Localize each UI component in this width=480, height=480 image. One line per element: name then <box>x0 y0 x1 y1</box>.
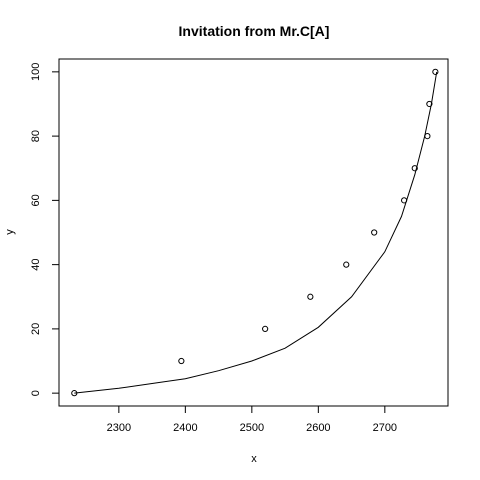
y-tick-label: 20 <box>30 323 42 335</box>
data-point <box>307 293 314 300</box>
x-axis-label: x <box>251 453 257 465</box>
y-tick-label: 40 <box>30 259 42 271</box>
data-point <box>262 325 269 332</box>
data-points <box>71 68 439 397</box>
fitted-curve <box>74 71 438 394</box>
y-axis: 0 20 40 60 80 100 <box>30 63 59 396</box>
data-point <box>71 390 78 397</box>
data-point <box>432 68 439 75</box>
data-point <box>426 100 433 108</box>
plot-frame <box>58 58 449 407</box>
data-point <box>424 133 431 140</box>
x-tick-label: 2600 <box>306 422 330 434</box>
data-point <box>178 357 185 365</box>
y-axis-label: y <box>4 229 16 235</box>
y-tick-label: 0 <box>30 390 42 396</box>
data-point <box>411 165 418 172</box>
y-tick-label: 100 <box>30 63 42 81</box>
chart-title: Invitation from Mr.C[A] <box>179 23 330 39</box>
x-tick-label: 2500 <box>240 422 264 434</box>
data-point <box>343 261 350 268</box>
y-tick-label: 60 <box>30 194 42 206</box>
x-tick-label: 2300 <box>107 422 131 434</box>
x-tick-label: 2700 <box>373 422 397 434</box>
x-tick-label: 2400 <box>173 422 197 434</box>
x-axis: 2300 2400 2500 2600 2700 <box>107 406 397 434</box>
y-tick-label: 80 <box>30 130 42 142</box>
data-point <box>401 197 408 204</box>
data-point <box>371 229 378 236</box>
